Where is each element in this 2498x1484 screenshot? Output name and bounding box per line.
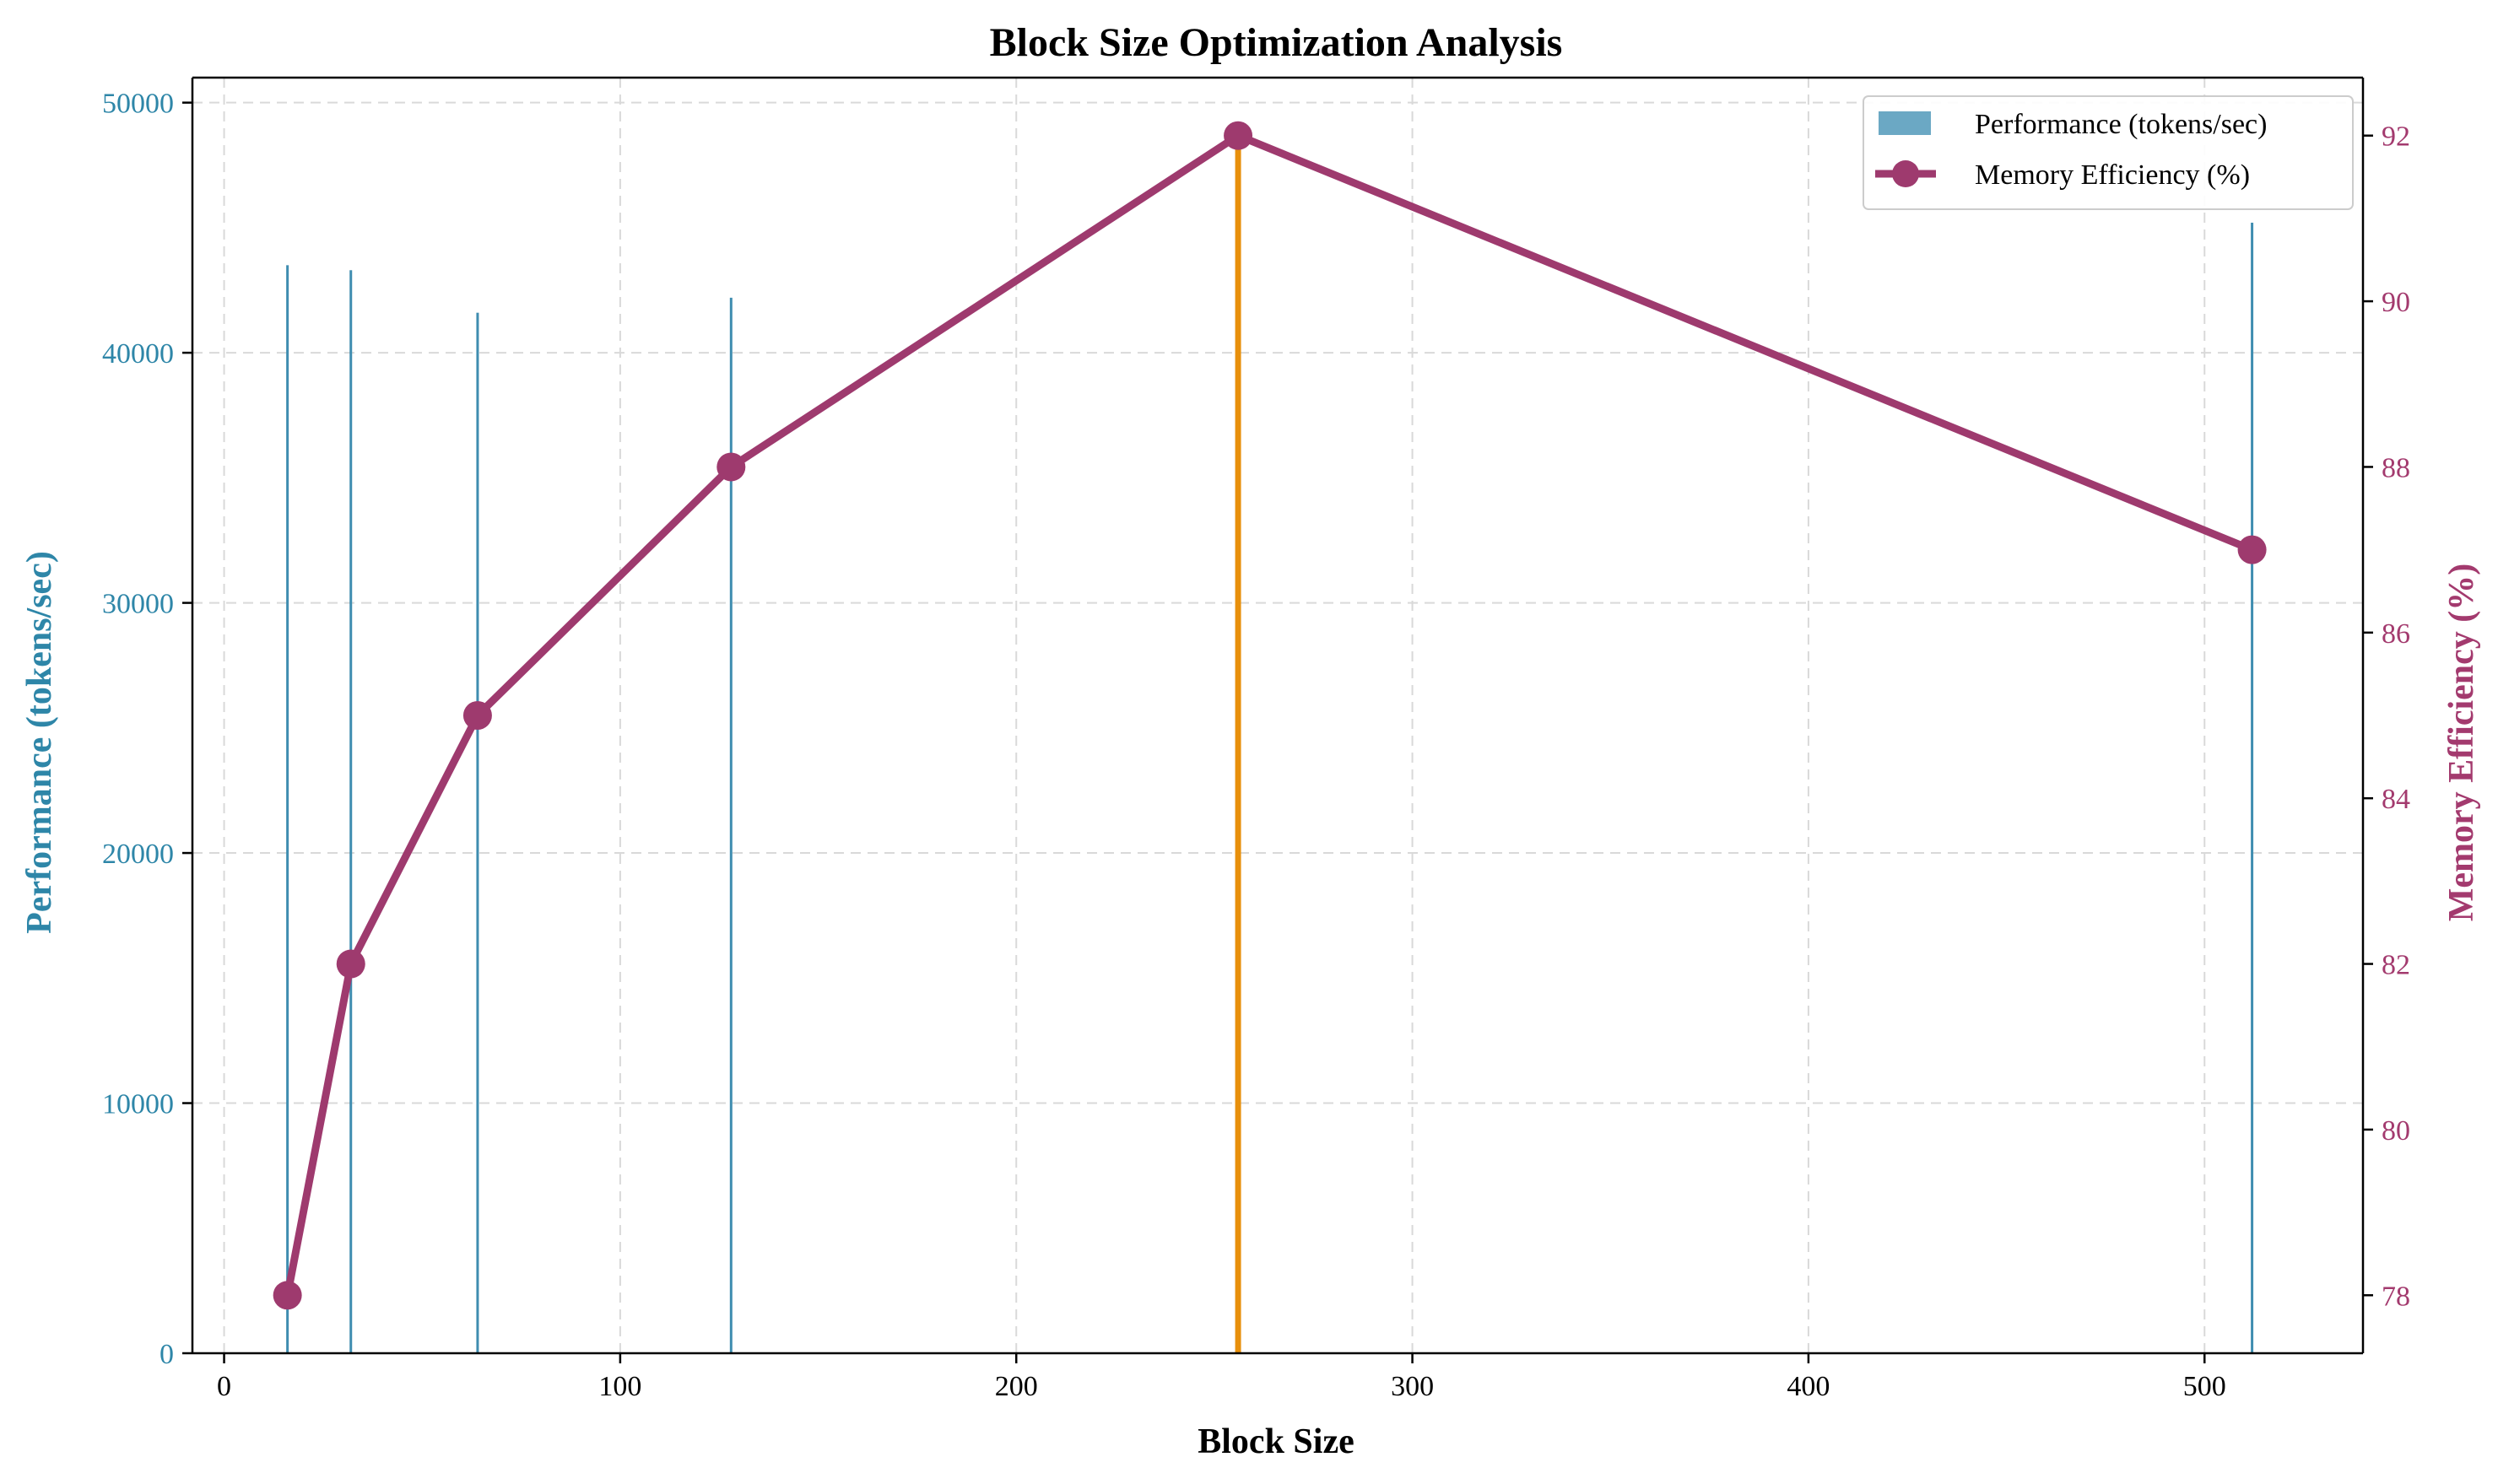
memory-efficiency-point — [462, 701, 492, 730]
performance-bar — [286, 265, 289, 1354]
performance-bars — [286, 140, 2254, 1354]
performance-bar — [476, 312, 479, 1353]
axes — [182, 76, 2373, 1363]
performance-bar — [2251, 222, 2254, 1354]
y-tick-label-right: 90 — [2382, 287, 2410, 318]
performance-bar — [729, 297, 733, 1354]
y-tick-label-right: 88 — [2382, 452, 2410, 483]
memory-efficiency-point — [273, 1281, 302, 1310]
y-tick-label-left: 20000 — [102, 839, 174, 870]
memory-efficiency-point — [716, 452, 746, 482]
y-tick-label-right: 84 — [2382, 784, 2410, 815]
x-tick-label: 100 — [598, 1371, 641, 1402]
y-tick-label-right: 78 — [2382, 1281, 2410, 1312]
y-tick-label-right: 86 — [2382, 618, 2410, 650]
performance-bar — [1235, 140, 1241, 1353]
x-tick-label: 0 — [217, 1371, 231, 1402]
performance-bar — [349, 270, 353, 1353]
x-tick-label: 400 — [1787, 1371, 1830, 1402]
y-axis-label-right: Memory Efficiency (%) — [2442, 564, 2481, 922]
legend-swatch-memory-marker — [1892, 160, 1919, 187]
tick-labels: 0 100 200 300 400 500 0 10000 20000 30000 40000 500… — [102, 89, 2410, 1402]
memory-efficiency-point — [1224, 121, 1253, 150]
y-tick-label-left: 50000 — [102, 89, 174, 120]
y-tick-label-right: 80 — [2382, 1115, 2410, 1147]
memory-efficiency-point — [2237, 535, 2267, 564]
y-tick-label-left: 30000 — [102, 589, 174, 620]
y-tick-label-right: 82 — [2382, 950, 2410, 981]
y-tick-label-left: 10000 — [102, 1089, 174, 1120]
legend-swatch-performance — [1879, 111, 1931, 135]
legend-label-performance: Performance (tokens/sec) — [1975, 109, 2267, 140]
y-axis-label-left: Performance (tokens/sec) — [20, 551, 59, 934]
x-tick-label: 500 — [2183, 1371, 2226, 1402]
legend-label-memory: Memory Efficiency (%) — [1975, 159, 2250, 191]
memory-efficiency-point — [336, 949, 365, 979]
x-tick-label: 200 — [995, 1371, 1038, 1402]
memory-efficiency-path — [284, 132, 2257, 1299]
legend-box — [1863, 95, 2354, 210]
y-tick-label-right: 92 — [2382, 121, 2410, 153]
x-tick-label: 300 — [1391, 1371, 1434, 1402]
legend: Performance (tokens/sec) Memory Efficien… — [1863, 95, 2354, 210]
y-tick-label-left: 40000 — [102, 338, 174, 370]
y-tick-label-left: 0 — [160, 1339, 174, 1370]
memory-efficiency-line — [273, 121, 2267, 1310]
x-axis-label: Block Size — [1198, 1422, 1354, 1461]
chart-title: Block Size Optimization Analysis — [990, 20, 1563, 65]
